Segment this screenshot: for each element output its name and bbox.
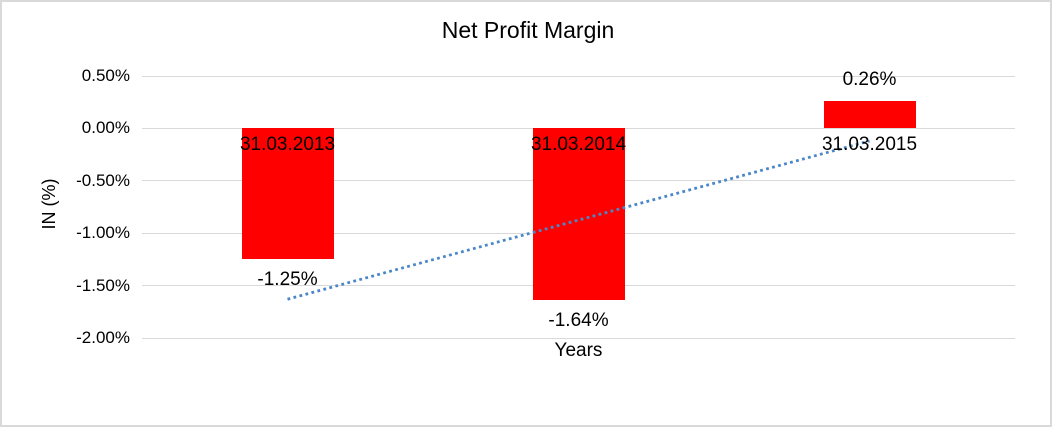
y-tick-label: -1.00% — [76, 223, 130, 243]
y-tick-label: -0.50% — [76, 170, 130, 190]
value-label: -1.64% — [548, 310, 609, 332]
gridline — [142, 75, 1015, 77]
value-label: -1.25% — [257, 269, 318, 291]
category-label: 31.03.2014 — [530, 134, 627, 156]
y-tick-label: 0.00% — [81, 118, 130, 138]
gridline — [142, 337, 1015, 339]
category-label: 31.03.2015 — [821, 134, 918, 156]
bar-31.03.2015[interactable] — [823, 101, 916, 129]
y-tick-label: -1.50% — [76, 275, 130, 295]
value-label: 0.26% — [842, 69, 897, 91]
category-label: 31.03.2013 — [239, 134, 336, 156]
x-axis-title: Years — [554, 340, 603, 361]
y-tick-label: -2.00% — [76, 328, 130, 347]
y-tick-label: 0.50% — [81, 66, 130, 85]
chart-title: Net Profit Margin — [441, 17, 615, 43]
